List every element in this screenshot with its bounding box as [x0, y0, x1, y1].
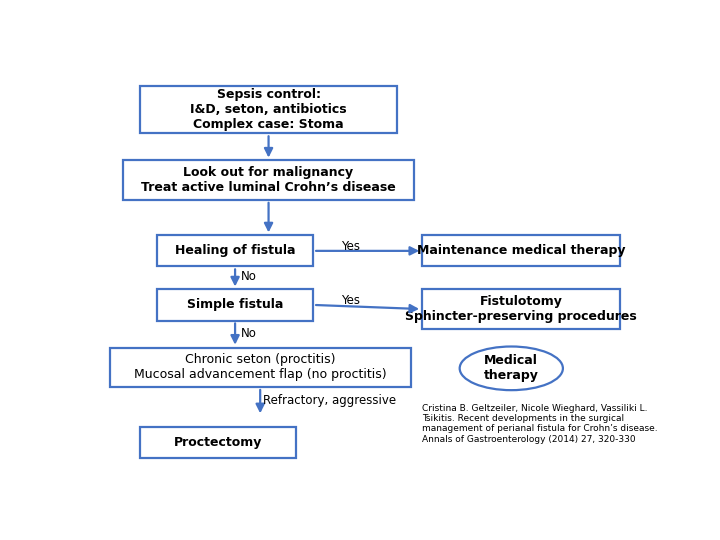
Ellipse shape: [459, 347, 563, 390]
FancyBboxPatch shape: [157, 289, 313, 321]
Text: Healing of fistula: Healing of fistula: [175, 245, 295, 258]
Text: Sepsis control:
I&D, seton, antibiotics
Complex case: Stoma: Sepsis control: I&D, seton, antibiotics …: [190, 88, 347, 131]
FancyBboxPatch shape: [140, 85, 397, 133]
FancyBboxPatch shape: [140, 427, 297, 458]
Text: Maintenance medical therapy: Maintenance medical therapy: [417, 245, 625, 258]
Text: Look out for malignancy
Treat active luminal Crohn’s disease: Look out for malignancy Treat active lum…: [141, 166, 396, 194]
Text: Chronic seton (proctitis)
Mucosal advancement flap (no proctitis): Chronic seton (proctitis) Mucosal advanc…: [134, 353, 387, 381]
Text: Medical
therapy: Medical therapy: [484, 354, 539, 382]
Text: No: No: [240, 271, 256, 284]
FancyBboxPatch shape: [124, 160, 414, 200]
Text: Proctectomy: Proctectomy: [174, 436, 263, 449]
Text: Yes: Yes: [341, 240, 360, 253]
FancyBboxPatch shape: [109, 348, 411, 387]
FancyBboxPatch shape: [157, 235, 313, 266]
FancyBboxPatch shape: [422, 235, 620, 266]
Text: Refractory, aggressive: Refractory, aggressive: [263, 394, 396, 407]
Text: Fistulotomy
Sphincter-preserving procedures: Fistulotomy Sphincter-preserving procedu…: [405, 295, 637, 323]
Text: Simple fistula: Simple fistula: [187, 299, 283, 312]
FancyBboxPatch shape: [422, 289, 620, 329]
Text: Yes: Yes: [341, 294, 360, 307]
Text: Cristina B. Geltzeiler, Nicole Wieghard, Vassiliki L.
Tsikitis. Recent developme: Cristina B. Geltzeiler, Nicole Wieghard,…: [422, 404, 657, 444]
Text: No: No: [240, 327, 256, 340]
